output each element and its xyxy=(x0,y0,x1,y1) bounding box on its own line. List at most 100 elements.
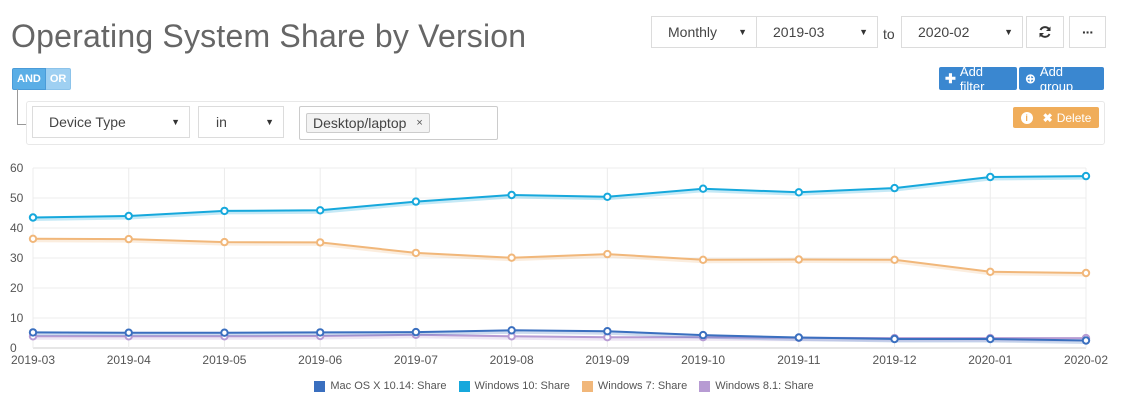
legend-swatch xyxy=(699,380,711,392)
x-tick-label: 2019-10 xyxy=(681,353,725,367)
filter-operator-select[interactable]: in ▼ xyxy=(198,106,284,138)
data-point[interactable] xyxy=(890,183,899,193)
data-point[interactable] xyxy=(698,255,708,265)
data-point[interactable] xyxy=(986,334,995,344)
data-point[interactable] xyxy=(220,237,229,247)
data-point[interactable] xyxy=(603,192,612,201)
data-point[interactable] xyxy=(1081,171,1091,181)
chevron-down-icon: ▼ xyxy=(859,27,868,37)
data-point[interactable] xyxy=(698,330,708,340)
data-point[interactable] xyxy=(986,267,995,277)
data-point[interactable] xyxy=(603,249,612,259)
x-tick-label: 2019-06 xyxy=(298,353,342,367)
data-point[interactable] xyxy=(794,255,804,264)
y-tick-label: 10 xyxy=(10,311,24,325)
chart-legend: Mac OS X 10.14: Share Windows 10: Share Wi… xyxy=(0,380,1128,392)
chevron-down-icon: ▼ xyxy=(265,117,274,127)
add-group-label: Add group xyxy=(1039,63,1074,94)
add-filter-button[interactable]: ✚ Add filter xyxy=(939,64,1017,94)
value-tag: Desktop/laptop × xyxy=(306,113,430,133)
data-point[interactable] xyxy=(507,190,516,200)
data-point[interactable] xyxy=(411,327,421,337)
legend-label: Windows 10: Share xyxy=(474,380,570,392)
add-group-button[interactable]: ⊕ Add group xyxy=(1019,64,1104,94)
data-point[interactable] xyxy=(315,238,325,247)
group-connector xyxy=(17,89,27,125)
data-point[interactable] xyxy=(890,334,899,344)
legend-item[interactable]: Windows 7: Share xyxy=(581,380,688,392)
page-title: Operating System Share by Version xyxy=(11,18,527,54)
plus-circle-icon: ⊕ xyxy=(1025,70,1036,86)
and-button[interactable]: AND xyxy=(12,68,46,90)
data-point[interactable] xyxy=(794,333,804,342)
y-tick-label: 50 xyxy=(10,191,24,205)
data-point[interactable] xyxy=(794,188,804,197)
filter-field-value: Device Type xyxy=(49,114,126,130)
data-point[interactable] xyxy=(124,328,133,337)
from-date-select[interactable]: 2019-03 ▼ xyxy=(756,16,878,48)
x-tick-label: 2020-01 xyxy=(968,353,1012,367)
filter-value-input[interactable]: Desktop/laptop × xyxy=(299,106,498,140)
legend-item[interactable]: Windows 10: Share xyxy=(458,380,570,392)
add-filter-label: Add filter xyxy=(959,63,985,94)
x-tick-label: 2019-07 xyxy=(394,353,438,367)
filter-row xyxy=(26,101,1105,145)
data-point[interactable] xyxy=(411,248,421,258)
period-select[interactable]: Monthly ▼ xyxy=(651,16,757,48)
close-icon: ✖ xyxy=(1042,110,1053,125)
data-point[interactable] xyxy=(315,328,325,337)
series-shadow xyxy=(33,335,1086,342)
x-tick-label: 2019-12 xyxy=(873,353,917,367)
more-options-label: ··· xyxy=(1082,24,1094,40)
more-options-button[interactable]: ··· xyxy=(1069,16,1106,48)
data-point[interactable] xyxy=(890,255,899,265)
legend-label: Windows 7: Share xyxy=(597,380,688,392)
line-chart: 0 10 20 30 40 50 60 2019-03 2019-04 2019-05 2019-0… xyxy=(10,161,1108,367)
x-tick-label: 2020-02 xyxy=(1064,353,1108,367)
legend-label: Mac OS X 10.14: Share xyxy=(330,380,447,392)
y-tick-label: 0 xyxy=(10,341,17,355)
legend-item[interactable]: Windows 8.1: Share xyxy=(699,380,814,392)
data-point[interactable] xyxy=(1081,336,1091,345)
data-point[interactable] xyxy=(315,206,325,215)
data-point[interactable] xyxy=(220,328,229,337)
series-shadow xyxy=(32,176,1087,221)
delete-label: Delete xyxy=(1056,110,1092,125)
from-date-value: 2019-03 xyxy=(773,24,825,40)
data-point[interactable] xyxy=(220,206,229,216)
remove-tag-icon[interactable]: × xyxy=(416,117,423,129)
refresh-button[interactable] xyxy=(1026,16,1064,48)
y-tick-label: 60 xyxy=(10,161,24,175)
series-line xyxy=(32,175,1087,219)
data-point[interactable] xyxy=(1081,268,1091,278)
to-date-value: 2020-02 xyxy=(918,24,970,40)
series-line xyxy=(32,329,1087,342)
x-tick-label: 2019-05 xyxy=(202,353,246,367)
chevron-down-icon: ▼ xyxy=(738,27,747,37)
legend-swatch xyxy=(581,380,593,392)
data-point[interactable] xyxy=(698,184,708,193)
data-point[interactable] xyxy=(124,234,133,244)
series-shadow xyxy=(32,330,1087,344)
or-button[interactable]: OR xyxy=(45,68,72,90)
refresh-icon xyxy=(1039,26,1051,38)
data-point[interactable] xyxy=(124,211,133,221)
y-tick-label: 40 xyxy=(10,221,24,235)
x-tick-label: 2019-08 xyxy=(490,353,534,367)
data-point[interactable] xyxy=(986,172,995,182)
data-point[interactable] xyxy=(507,326,516,335)
data-point[interactable] xyxy=(507,253,516,262)
legend-item[interactable]: Mac OS X 10.14: Share xyxy=(314,380,447,392)
data-point[interactable] xyxy=(28,234,38,244)
to-date-select[interactable]: 2020-02 ▼ xyxy=(901,16,1023,48)
data-point[interactable] xyxy=(411,197,421,206)
data-point[interactable] xyxy=(28,328,38,337)
info-icon: i xyxy=(1020,111,1033,124)
data-point[interactable] xyxy=(603,327,612,336)
delete-filter-button[interactable]: i ✖ Delete xyxy=(1013,107,1099,128)
filter-field-select[interactable]: Device Type ▼ xyxy=(32,106,190,138)
y-tick-label: 30 xyxy=(10,251,24,265)
chevron-down-icon: ▼ xyxy=(1004,27,1013,37)
data-point[interactable] xyxy=(28,213,38,222)
to-label: to xyxy=(883,26,895,42)
